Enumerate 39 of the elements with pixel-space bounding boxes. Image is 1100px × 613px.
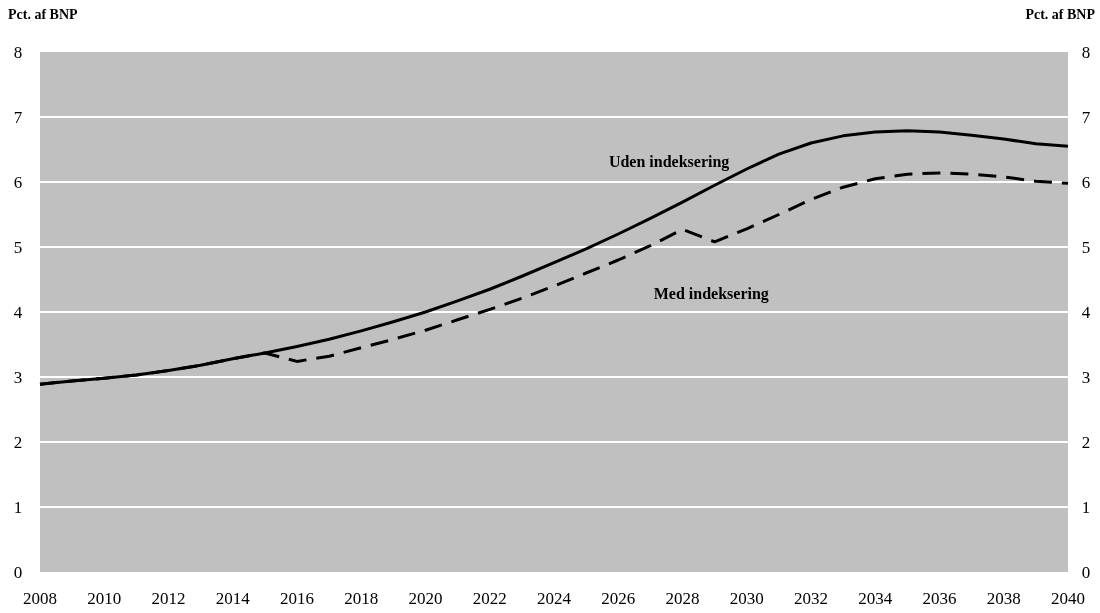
x-tick-label: 2016 bbox=[280, 589, 314, 608]
y-axis-title: Pct. af BNP bbox=[8, 7, 79, 22]
x-tick-label: 2012 bbox=[151, 589, 186, 608]
x-tick-label: 2026 bbox=[601, 589, 636, 608]
y-tick-label: 5 bbox=[13, 238, 23, 257]
series-label: Uden indeksering bbox=[608, 152, 730, 171]
y2-tick-label: 4 bbox=[1081, 303, 1091, 322]
y2-tick-label: 0 bbox=[1081, 563, 1091, 582]
x-tick-label: 2014 bbox=[215, 589, 251, 608]
y2-tick-label: 3 bbox=[1081, 368, 1091, 387]
x-tick-label: 2032 bbox=[794, 589, 828, 608]
y-tick-label: 8 bbox=[13, 43, 23, 62]
y-tick-label: 4 bbox=[13, 303, 23, 322]
text: Med indeksering bbox=[653, 284, 769, 303]
x-tick-label: 2010 bbox=[87, 589, 122, 608]
y-tick-label: 1 bbox=[13, 498, 23, 517]
y-tick-label: 7 bbox=[13, 108, 23, 127]
x-tick-label: 2020 bbox=[408, 589, 443, 608]
x-tick-label: 2030 bbox=[729, 589, 764, 608]
y2-tick-label: 6 bbox=[1081, 173, 1091, 192]
y-tick-label: 3 bbox=[13, 368, 23, 387]
y2-axis-title: Pct. af BNP bbox=[1025, 7, 1096, 22]
x-tick-label: 2028 bbox=[665, 589, 700, 608]
y2-tick-label: 1 bbox=[1081, 498, 1091, 517]
x-tick-label: 2024 bbox=[537, 589, 572, 608]
y-tick-label: 2 bbox=[13, 433, 23, 452]
y-tick-label: 6 bbox=[13, 173, 23, 192]
x-tick-label: 2038 bbox=[986, 589, 1021, 608]
y2-tick-label: 7 bbox=[1081, 108, 1091, 127]
x-tick-label: 2008 bbox=[23, 589, 57, 608]
y2-tick-label: 8 bbox=[1081, 43, 1091, 62]
y2-tick-label: 5 bbox=[1081, 238, 1091, 257]
x-tick-label: 2036 bbox=[922, 589, 957, 608]
y-tick-label: 0 bbox=[13, 563, 23, 582]
x-tick-label: 2018 bbox=[344, 589, 379, 608]
y2-tick-label: 2 bbox=[1081, 433, 1091, 452]
x-tick-label: 2022 bbox=[472, 589, 507, 608]
x-tick-label: 2034 bbox=[858, 589, 893, 608]
x-tick-label: 2040 bbox=[1051, 589, 1085, 608]
